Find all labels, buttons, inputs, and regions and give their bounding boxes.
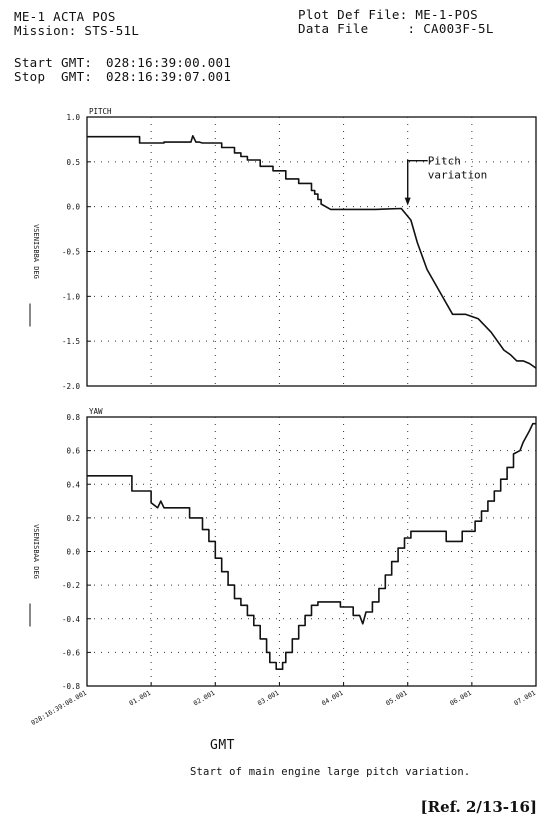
series-line-yaw (87, 422, 536, 670)
x-tick-label: 01.001 (128, 689, 152, 708)
x-axis-title: GMT (210, 738, 235, 753)
annotation-label: Pitch (428, 155, 461, 168)
stop-gmt-label: Stop GMT: (14, 69, 93, 84)
y-tick-label: -0.5 (62, 248, 80, 257)
y-tick-label: 0.6 (66, 447, 80, 456)
stop-gmt-value: 028:16:39:07.001 (106, 69, 232, 84)
header-right-line2: Data File : CA003F-5L (298, 21, 494, 36)
y-tick-label: -0.6 (62, 648, 81, 657)
figure-caption: Start of main engine large pitch variati… (190, 766, 471, 778)
y-tick-label: 0.4 (66, 480, 80, 489)
series-line-pitch (87, 135, 537, 369)
x-tick-label: 07.001 (513, 689, 537, 708)
header-left-line1: ME-1 ACTA POS (14, 9, 116, 24)
y-axis-label: VSENISBBA DEG (32, 224, 40, 279)
panel-title: PITCH (89, 107, 112, 116)
x-tick-label: 02.001 (192, 689, 216, 708)
reference-label: [Ref. 2/13-16] (420, 798, 537, 816)
y-tick-label: 0.0 (66, 548, 80, 557)
x-tick-label: 05.001 (384, 689, 408, 708)
y-tick-label: -0.2 (62, 581, 80, 590)
pitch-panel: 1.0 0.5 0.0 -0.5 -1.0 -1.5 -2.0 PITCH VSENISBBA … (29, 107, 537, 391)
y-axis-label: VSENISBAA DEG (32, 524, 40, 579)
x-tick-label: 06.001 (449, 689, 473, 708)
x-tick-label: 028:16:39:00.001 (30, 689, 88, 727)
start-gmt-value: 028:16:39:00.001 (106, 55, 232, 70)
panel-title: YAW (89, 407, 103, 416)
y-tick-label: 0.5 (66, 158, 80, 167)
x-tick-label: 04.001 (320, 689, 344, 708)
annotation-leader (407, 159, 428, 203)
header-right-line1: Plot Def File: ME-1-POS (298, 7, 478, 22)
y-tick-label: -2.0 (62, 382, 81, 391)
yaw-panel: 0.8 0.6 0.4 0.2 0.0 -0.2 -0.4 -0.6 -0.8 YAW VSENIS… (29, 407, 537, 727)
y-tick-label: -0.4 (62, 615, 81, 624)
y-tick-label: -0.8 (62, 682, 81, 691)
annotation-label: variation (428, 169, 488, 182)
y-tick-label: 0.8 (66, 413, 80, 422)
header-left-line2: Mission: STS-51L (14, 23, 140, 38)
y-tick-label: -1.0 (62, 292, 81, 301)
y-tick-label: 0.2 (66, 514, 80, 523)
annotation-arrowhead (404, 197, 411, 206)
y-tick-label: 0.0 (66, 203, 80, 212)
y-tick-label: -1.5 (62, 337, 80, 346)
start-gmt-label: Start GMT: (14, 55, 93, 70)
x-tick-label: 03.001 (256, 689, 280, 708)
y-tick-label: 1.0 (66, 113, 80, 122)
